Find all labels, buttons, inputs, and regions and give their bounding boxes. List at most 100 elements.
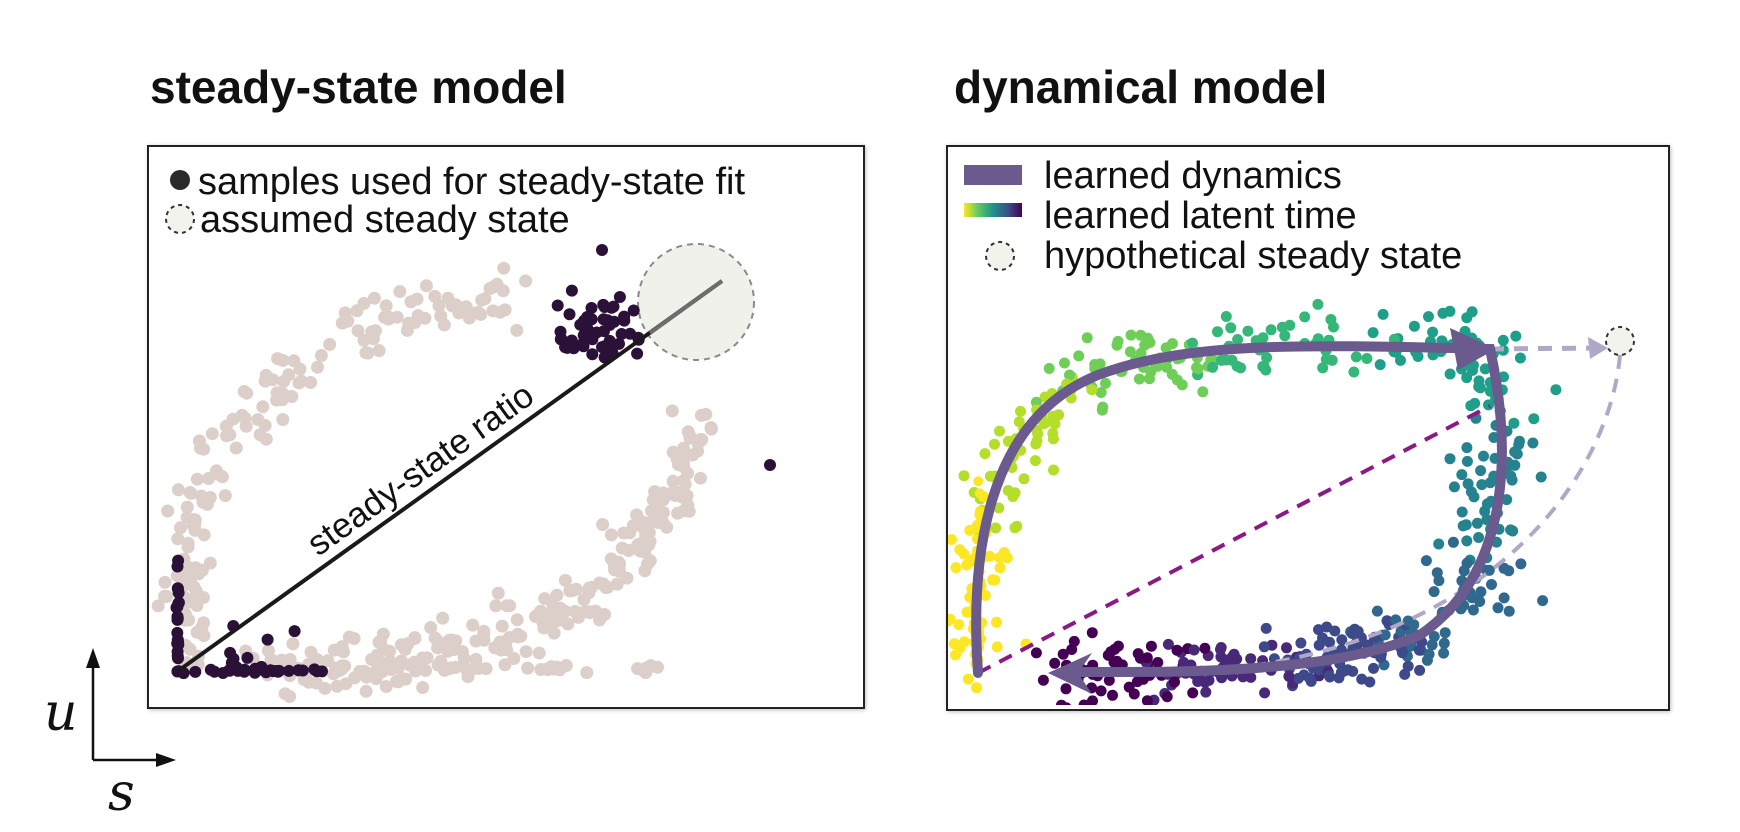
latent-time-sample xyxy=(1474,596,1486,607)
fit-sample xyxy=(255,660,268,673)
background-sample xyxy=(565,584,579,598)
fit-sample xyxy=(631,347,644,360)
background-sample xyxy=(511,630,525,644)
hypothetical-steady-state-legend-label: hypothetical steady state xyxy=(1044,235,1462,277)
latent-time-sample xyxy=(1402,660,1414,672)
x-axis-label: s xyxy=(108,763,135,823)
background-sample xyxy=(171,483,185,497)
latent-time-sample xyxy=(1461,557,1473,569)
latent-time-sample xyxy=(1226,354,1238,366)
background-sample xyxy=(161,504,175,518)
latent-time-sample xyxy=(993,502,1005,514)
latent-time-sample xyxy=(1166,368,1178,380)
background-sample xyxy=(519,645,533,659)
latent-time-sample xyxy=(975,506,986,517)
background-sample xyxy=(323,337,337,351)
background-sample xyxy=(441,644,455,658)
latent-time-sample xyxy=(1038,418,1050,430)
fit-sample xyxy=(596,341,608,354)
latent-time-sample xyxy=(1086,627,1098,639)
fit-sample xyxy=(208,665,221,678)
background-sample xyxy=(335,640,349,654)
latent-time-sample xyxy=(1060,683,1072,695)
latent-time-sample xyxy=(1444,368,1456,380)
latent-time-sample xyxy=(1428,631,1440,642)
faint-arrowhead xyxy=(1588,337,1608,359)
background-sample xyxy=(359,666,373,680)
background-sample xyxy=(218,489,232,503)
latent-time-sample xyxy=(1197,386,1209,398)
latent-time-sample xyxy=(1349,623,1361,635)
background-sample xyxy=(276,413,290,426)
latent-time-sample xyxy=(1055,699,1067,705)
latent-time-sample xyxy=(984,550,996,562)
latent-time-sample xyxy=(1497,334,1509,346)
background-sample xyxy=(239,419,253,433)
faint-dashed-arrow-curve xyxy=(1219,354,1622,672)
fit-sample xyxy=(288,625,301,638)
background-sample xyxy=(510,323,524,337)
latent-time-sample xyxy=(971,682,982,694)
latent-time-sample xyxy=(1537,595,1549,607)
background-sample xyxy=(202,472,216,485)
steady-state-legend-circle xyxy=(165,204,195,234)
background-sample xyxy=(436,611,450,625)
background-sample xyxy=(543,607,557,621)
steady-state-legend-label: assumed steady state xyxy=(200,199,570,241)
latent-time-sample xyxy=(1356,673,1368,685)
latent-time-sample xyxy=(1412,351,1424,362)
latent-time-sample xyxy=(1102,649,1114,661)
background-sample xyxy=(676,455,690,469)
latent-time-sample xyxy=(1348,366,1360,378)
latent-time-sample xyxy=(1100,377,1111,389)
background-sample xyxy=(510,613,524,627)
latent-time-sample xyxy=(1324,636,1335,648)
background-sample xyxy=(215,470,229,484)
background-sample xyxy=(181,540,195,554)
latent-time-sample xyxy=(1187,687,1199,699)
background-sample xyxy=(445,299,459,313)
background-sample xyxy=(622,544,636,557)
background-sample xyxy=(183,642,197,656)
background-sample xyxy=(500,643,514,657)
background-sample xyxy=(270,386,284,400)
latent-time-sample xyxy=(1281,642,1292,654)
latent-time-sample xyxy=(1420,555,1432,567)
fit-sample xyxy=(613,291,626,303)
fit-sample xyxy=(618,310,631,323)
latent-time-sample xyxy=(1462,478,1474,490)
latent-time-sample xyxy=(1029,455,1041,467)
latent-time-sample xyxy=(1317,362,1329,374)
latent-time-sample xyxy=(1467,604,1479,616)
learned-dynamics-legend-bar xyxy=(964,165,1022,185)
background-sample xyxy=(394,638,408,652)
latent-time-sample xyxy=(1161,691,1173,703)
background-sample xyxy=(474,307,488,321)
latent-time-sample xyxy=(1413,644,1425,656)
latent-time-sample xyxy=(1438,637,1450,649)
background-sample xyxy=(364,330,378,344)
fit-sample xyxy=(292,664,305,677)
latent-time-sample xyxy=(1371,605,1383,617)
background-sample xyxy=(638,564,652,578)
background-sample xyxy=(665,404,679,418)
fit-sample xyxy=(585,313,598,326)
background-sample xyxy=(294,374,308,388)
background-sample xyxy=(419,279,433,293)
latent-time-sample xyxy=(1134,652,1146,664)
background-sample xyxy=(256,400,270,414)
background-sample xyxy=(410,292,424,306)
latent-time-sample xyxy=(1465,400,1477,412)
background-sample xyxy=(171,532,185,546)
background-sample xyxy=(519,274,533,288)
background-sample xyxy=(498,658,512,672)
latent-time-sample xyxy=(1513,439,1525,451)
background-sample xyxy=(630,508,644,522)
latent-time-sample xyxy=(1018,473,1030,485)
fit-sample xyxy=(627,304,640,317)
background-sample xyxy=(285,390,299,403)
latent-time-sample xyxy=(1096,404,1108,416)
latent-time-sample xyxy=(1265,324,1277,336)
latent-time-sample xyxy=(991,641,1003,653)
latent-time-sample xyxy=(1112,640,1124,652)
